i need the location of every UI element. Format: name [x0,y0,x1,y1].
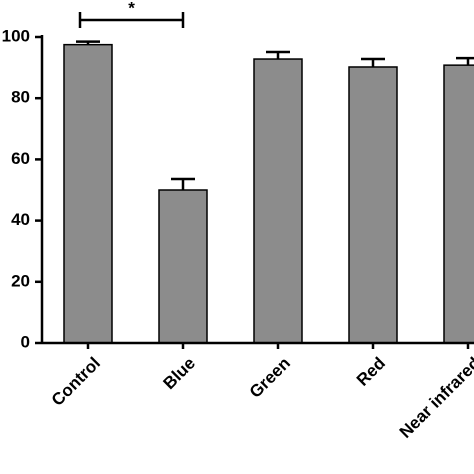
bar [348,66,398,344]
bar [253,58,303,344]
error-bar [266,50,290,60]
y-tick-label: 40 [11,210,30,229]
y-tick-label: 0 [21,332,30,351]
error-bar [456,56,474,66]
bar [63,43,113,344]
error-bar [76,40,100,45]
annotation: * [128,0,135,17]
x-tick-label: Blue [160,354,199,393]
error-bar [171,177,195,190]
y-tick-label: 20 [11,271,30,290]
x-tick-label: Control [48,354,104,410]
bar [443,64,474,344]
bar [158,189,208,344]
x-tick-label: Near infrared [396,354,474,442]
y-tick-label: 100 [2,26,30,45]
error-bar [361,57,385,67]
x-tick-label: Green [246,354,294,402]
y-tick-label: 60 [11,149,30,168]
y-tick-label: 80 [11,88,30,107]
x-tick-label: Red [353,354,389,390]
